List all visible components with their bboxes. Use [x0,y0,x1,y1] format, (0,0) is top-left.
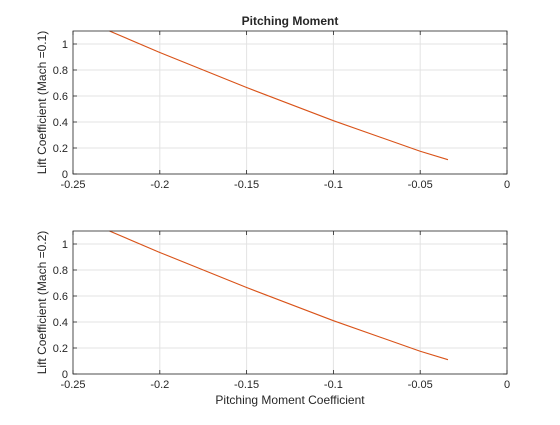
y-tick-label: 0 [62,369,68,381]
y-axis-label: Lift Coefficient (Mach =0.2) [35,231,49,375]
y-tick-label: 1 [62,239,68,251]
axes-2: -0.25 -0.2 -0.15 -0.1 -0.05 0 0 0.2 0.4 0.6 0.8 1 Pi… [35,230,510,407]
y-tick-label: 0 [62,169,68,181]
x-tick-label: 0 [504,179,510,191]
x-tick-label: -0.15 [234,179,259,191]
x-tick-label: 0 [504,379,510,391]
plot-area [73,31,507,174]
y-axis-label: Lift Coefficient (Mach =0.1) [35,31,49,175]
x-tick-label: -0.1 [324,179,343,191]
y-tick-label: 0.4 [53,317,68,329]
axes-box [72,30,508,175]
series-line [109,230,449,361]
y-tick-label: 0.2 [53,343,68,355]
x-tick-label: -0.05 [408,379,433,391]
y-tick-label: 0.8 [53,65,68,77]
plot-area [73,231,507,374]
y-tick-label: 0.6 [53,91,68,103]
x-tick-label: -0.05 [408,179,433,191]
axes-box [72,230,508,375]
y-tick-label: 0.6 [53,291,68,303]
series-line [109,30,449,161]
y-tick-label: 1 [62,39,68,51]
x-tick-label: -0.2 [150,379,169,391]
axes-1: -0.25 -0.2 -0.15 -0.1 -0.05 0 0 0.2 0.4 0.6 0.8 1 Pi… [35,14,510,191]
x-tick-label: -0.1 [324,379,343,391]
y-tick-label: 0.4 [53,117,68,129]
x-tick-label: -0.2 [150,179,169,191]
x-tick-label: -0.15 [234,379,259,391]
x-tick-label: -0.25 [60,379,85,391]
chart-title: Pitching Moment [242,14,339,28]
x-tick-label: -0.25 [60,179,85,191]
y-tick-label: 0.2 [53,143,68,155]
x-axis-label: Pitching Moment Coefficient [215,393,365,407]
y-tick-label: 0.8 [53,265,68,277]
